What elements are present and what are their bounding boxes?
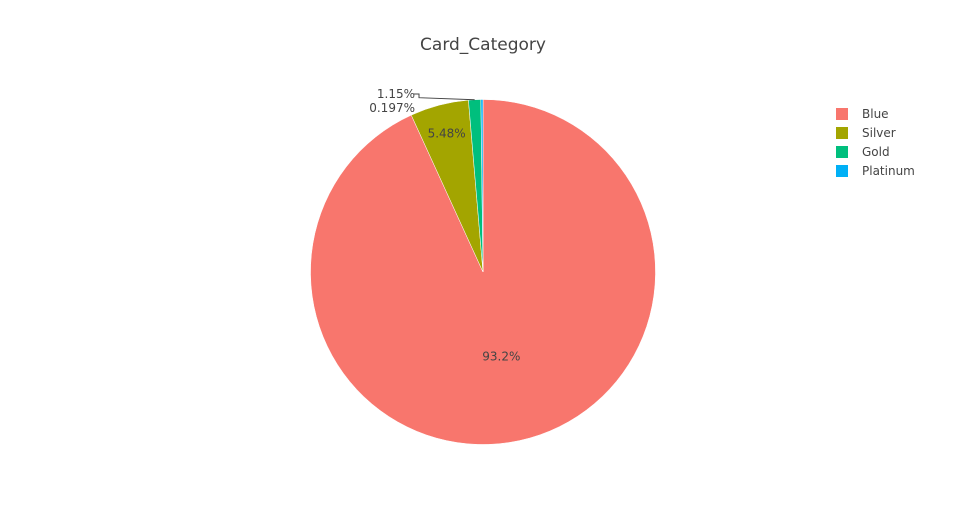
slice-label-gold: 1.15% bbox=[377, 87, 415, 101]
chart-title: Card_Category bbox=[420, 35, 546, 55]
legend-label-gold: Gold bbox=[862, 145, 890, 159]
legend-swatch-silver bbox=[836, 127, 848, 139]
legend-label-blue: Blue bbox=[862, 107, 889, 121]
leader-line-gold bbox=[414, 93, 475, 101]
legend-item-blue[interactable]: Blue bbox=[836, 107, 889, 121]
legend-item-gold[interactable]: Gold bbox=[836, 145, 890, 159]
pie-slice-labels: 93.2% 5.48% 1.15%0.197% bbox=[369, 87, 520, 363]
slice-label-blue: 93.2% bbox=[482, 349, 520, 363]
legend[interactable]: Blue Silver Gold Platinum bbox=[836, 107, 915, 178]
legend-swatch-gold bbox=[836, 146, 848, 158]
slice-label-silver: 5.48% bbox=[428, 127, 466, 141]
legend-item-platinum[interactable]: Platinum bbox=[836, 164, 915, 178]
pie-slices bbox=[310, 99, 656, 445]
legend-label-platinum: Platinum bbox=[862, 164, 915, 178]
legend-item-silver[interactable]: Silver bbox=[836, 126, 896, 140]
legend-label-silver: Silver bbox=[862, 126, 896, 140]
legend-swatch-platinum bbox=[836, 165, 848, 177]
pie-slice-platinum[interactable] bbox=[480, 99, 484, 273]
legend-swatch-blue bbox=[836, 108, 848, 120]
slice-label-platinum: 0.197% bbox=[369, 101, 415, 115]
